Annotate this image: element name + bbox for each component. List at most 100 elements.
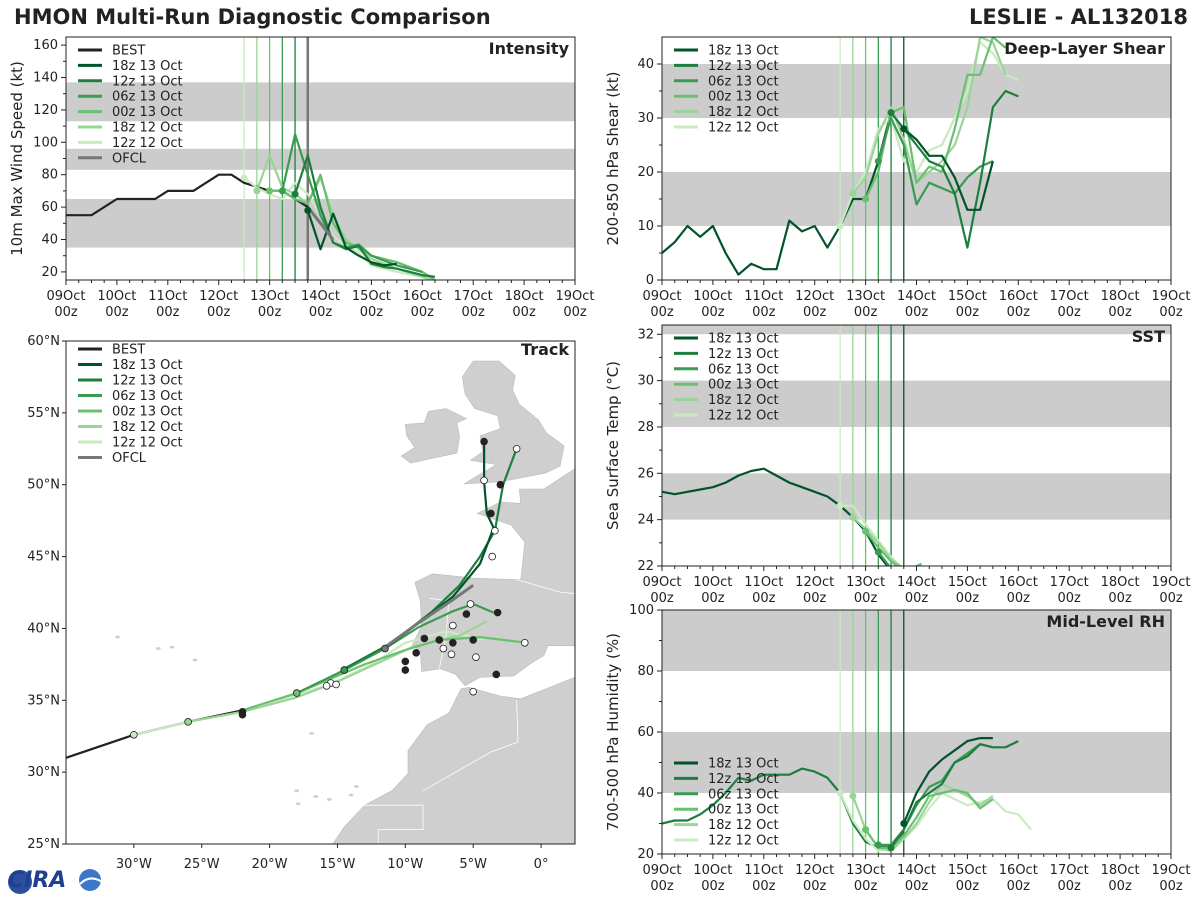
- island: [115, 635, 120, 639]
- logo-graphic: [8, 869, 103, 894]
- x-tick-label: 09Oct: [642, 863, 681, 878]
- x-tick-sublabel: 00z: [411, 305, 435, 320]
- x-tick-label: 12Oct: [795, 289, 834, 304]
- x-tick-sublabel: 00z: [956, 305, 980, 320]
- init-marker: [304, 206, 312, 214]
- x-tick-sublabel: 00z: [854, 591, 878, 606]
- x-tick-label: 10Oct: [693, 575, 732, 590]
- plot-area: [662, 37, 1171, 280]
- series-line: [890, 89, 1019, 249]
- island: [313, 795, 319, 798]
- lon-tick-label: 0°: [534, 857, 549, 872]
- x-tick-label: 11Oct: [744, 863, 783, 878]
- y-tick-label: 60: [41, 200, 58, 215]
- x-tick-label: 12Oct: [795, 863, 834, 878]
- track-position-marker: [238, 710, 247, 719]
- x-tick-sublabel: 00z: [803, 879, 827, 894]
- x-tick-label: 09Oct: [642, 289, 681, 304]
- x-tick-sublabel: 00z: [803, 305, 827, 320]
- x-tick-label: 11Oct: [148, 289, 187, 304]
- x-tick-sublabel: 00z: [956, 879, 980, 894]
- iberia-land: [411, 468, 575, 687]
- x-tick-sublabel: 00z: [905, 305, 929, 320]
- x-tick-label: 13Oct: [846, 863, 885, 878]
- lat-tick-label: 30°N: [27, 765, 60, 780]
- legend-label: OFCL: [112, 151, 147, 166]
- x-tick-sublabel: 00z: [1007, 591, 1031, 606]
- track-position-marker: [401, 666, 410, 674]
- init-marker: [291, 190, 299, 198]
- init-marker: [849, 513, 857, 521]
- island: [309, 731, 315, 735]
- lat-tick-label: 40°N: [27, 621, 60, 636]
- x-tick-label: 15Oct: [948, 863, 987, 878]
- series-line: [306, 206, 335, 241]
- init-marker: [266, 187, 274, 195]
- border-line: [361, 804, 424, 844]
- x-tick-label: 17Oct: [1050, 575, 1089, 590]
- cira-logo: CIRA: [4, 866, 114, 898]
- x-tick-sublabel: 00z: [803, 591, 827, 606]
- track-position-marker: [462, 610, 471, 618]
- series-line: [902, 736, 993, 824]
- series-line: [662, 767, 905, 850]
- x-tick-sublabel: 00z: [956, 591, 980, 606]
- sst-panel: 22242628303209Oct00z10Oct00z11Oct00z12Oc…: [604, 324, 1191, 606]
- legend-label: 06z 13 Oct: [708, 787, 779, 802]
- island: [192, 658, 198, 662]
- lat-tick-label: 50°N: [27, 478, 60, 493]
- x-tick-label: 18Oct: [505, 289, 544, 304]
- great-britain-land: [461, 360, 565, 485]
- y-axis-label: 700-500 hPa Humidity (%): [604, 633, 622, 831]
- x-tick-sublabel: 00z: [1058, 879, 1082, 894]
- island: [326, 798, 332, 801]
- x-tick-sublabel: 00z: [309, 305, 333, 320]
- legend-label: 18z 13 Oct: [708, 44, 779, 59]
- series-line: [903, 127, 994, 211]
- x-tick-label: 19Oct: [1151, 863, 1190, 878]
- y-tick-label: 140: [33, 71, 58, 86]
- shaded-band: [662, 610, 1171, 671]
- x-tick-sublabel: 00z: [905, 591, 929, 606]
- x-tick-label: 14Oct: [897, 863, 936, 878]
- border-line: [516, 579, 575, 594]
- x-tick-sublabel: 00z: [207, 305, 231, 320]
- track-position-marker: [401, 657, 410, 666]
- map-frame: [65, 340, 576, 845]
- series-line: [864, 788, 994, 850]
- rh-panel: 2040608010009Oct00z10Oct00z11Oct00z12Oct…: [604, 603, 1191, 894]
- x-tick-sublabel: 00z: [462, 305, 486, 320]
- lon-tick-label: 10°W: [387, 857, 423, 872]
- y-tick-label: 26: [637, 466, 654, 481]
- x-tick-sublabel: 00z: [650, 591, 674, 606]
- legend-label: 18z 13 Oct: [708, 757, 779, 772]
- x-tick-sublabel: 00z: [701, 879, 725, 894]
- track-position-marker: [480, 476, 488, 485]
- track-panel: 30°W 25°W 20°W 15°W 10°W 5°W 0° 25°N 30°N 35°N 40°…: [27, 334, 576, 872]
- y-tick-label: 160: [33, 38, 58, 53]
- x-tick-label: 14Oct: [897, 289, 936, 304]
- y-axis-label: 200-850 hPa Shear (kt): [604, 72, 622, 246]
- legend-label: 12z 12 Oct: [708, 834, 779, 849]
- x-tick-label: 16Oct: [999, 575, 1038, 590]
- x-tick-sublabel: 00z: [1159, 305, 1183, 320]
- series-line: [306, 209, 398, 267]
- x-tick-label: 10Oct: [693, 863, 732, 878]
- lon-tick-label: 5°W: [459, 857, 487, 872]
- island: [295, 802, 301, 806]
- series-line: [839, 791, 1032, 853]
- legend-label: 18z 12 Oct: [708, 818, 779, 833]
- map-area: [66, 360, 575, 844]
- legend-label: 12z 12 Oct: [708, 121, 779, 136]
- x-tick-label: 12Oct: [795, 575, 834, 590]
- y-tick-label: 22: [637, 559, 654, 574]
- legend-label: 18z 12 Oct: [112, 121, 183, 136]
- init-marker: [874, 157, 882, 165]
- x-tick-sublabel: 00z: [54, 305, 78, 320]
- x-tick-label: 18Oct: [1101, 863, 1140, 878]
- init-marker: [874, 841, 882, 849]
- island: [169, 645, 175, 649]
- island: [348, 793, 354, 797]
- legend-label: 12z 12 Oct: [112, 436, 183, 451]
